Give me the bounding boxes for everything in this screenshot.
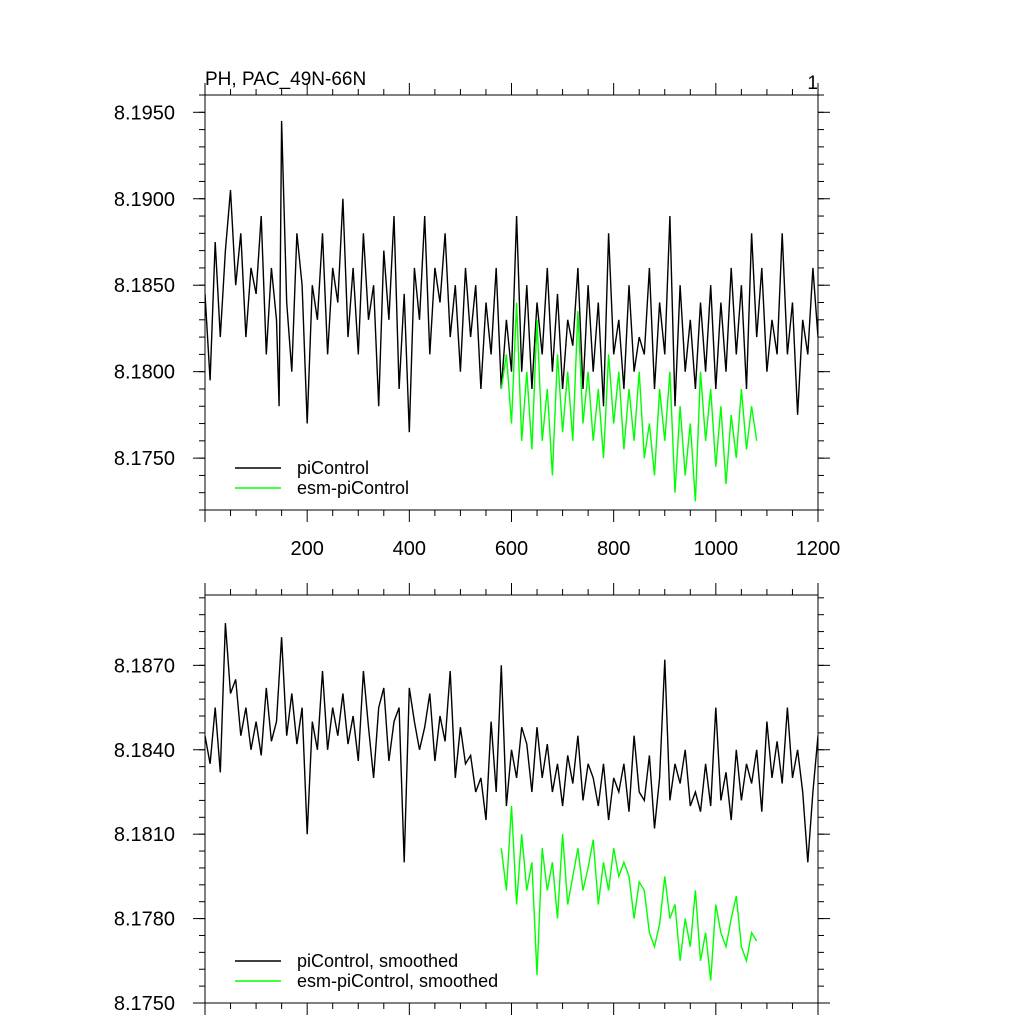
legend-label: esm-piControl: [297, 478, 409, 498]
chart-panel-number: 1: [807, 73, 818, 94]
y-tick-label: 8.1750: [114, 993, 175, 1015]
y-tick-label: 8.1870: [114, 655, 175, 677]
y-tick-label: 8.1780: [114, 909, 175, 931]
series-line-picontrol: [205, 623, 818, 863]
y-tick-label: 8.1900: [114, 189, 175, 211]
y-tick-label: 8.1800: [114, 362, 175, 384]
chart-panel-1: 200 400 600 800 1000 1200 8.1950 8.1900 8.1850 8.…: [114, 69, 840, 560]
series-line-esm-picontrol: [500, 302, 758, 502]
plot-frame: [204, 94, 819, 511]
y-tick-label: 8.1840: [114, 740, 175, 762]
x-tick-label: 1000: [694, 538, 739, 560]
y-tick-label: 8.1810: [114, 824, 175, 846]
legend-label: piControl, smoothed: [297, 951, 458, 971]
legend-label: esm-piControl, smoothed: [297, 971, 498, 991]
y-tick-label: 8.1750: [114, 448, 175, 470]
x-tick-label: 200: [290, 538, 323, 560]
series-line-picontrol: [205, 120, 818, 433]
x-tick-label: 400: [393, 538, 426, 560]
plot-frame: [204, 594, 819, 1004]
x-tick-label: 600: [495, 538, 528, 560]
y-tick-label: 8.1950: [114, 102, 175, 124]
chart-panel-2: 8.1870 8.1840 8.1810 8.1780 8.1750 piControl,…: [114, 583, 830, 1015]
y-tick-label: 8.1850: [114, 275, 175, 297]
series-line-esm-picontrol: [500, 805, 758, 981]
legend-label: piControl: [297, 458, 369, 478]
chart-title: PH, PAC_49N-66N: [205, 69, 366, 90]
x-tick-label: 1200: [796, 538, 841, 560]
x-tick-label: 800: [597, 538, 630, 560]
